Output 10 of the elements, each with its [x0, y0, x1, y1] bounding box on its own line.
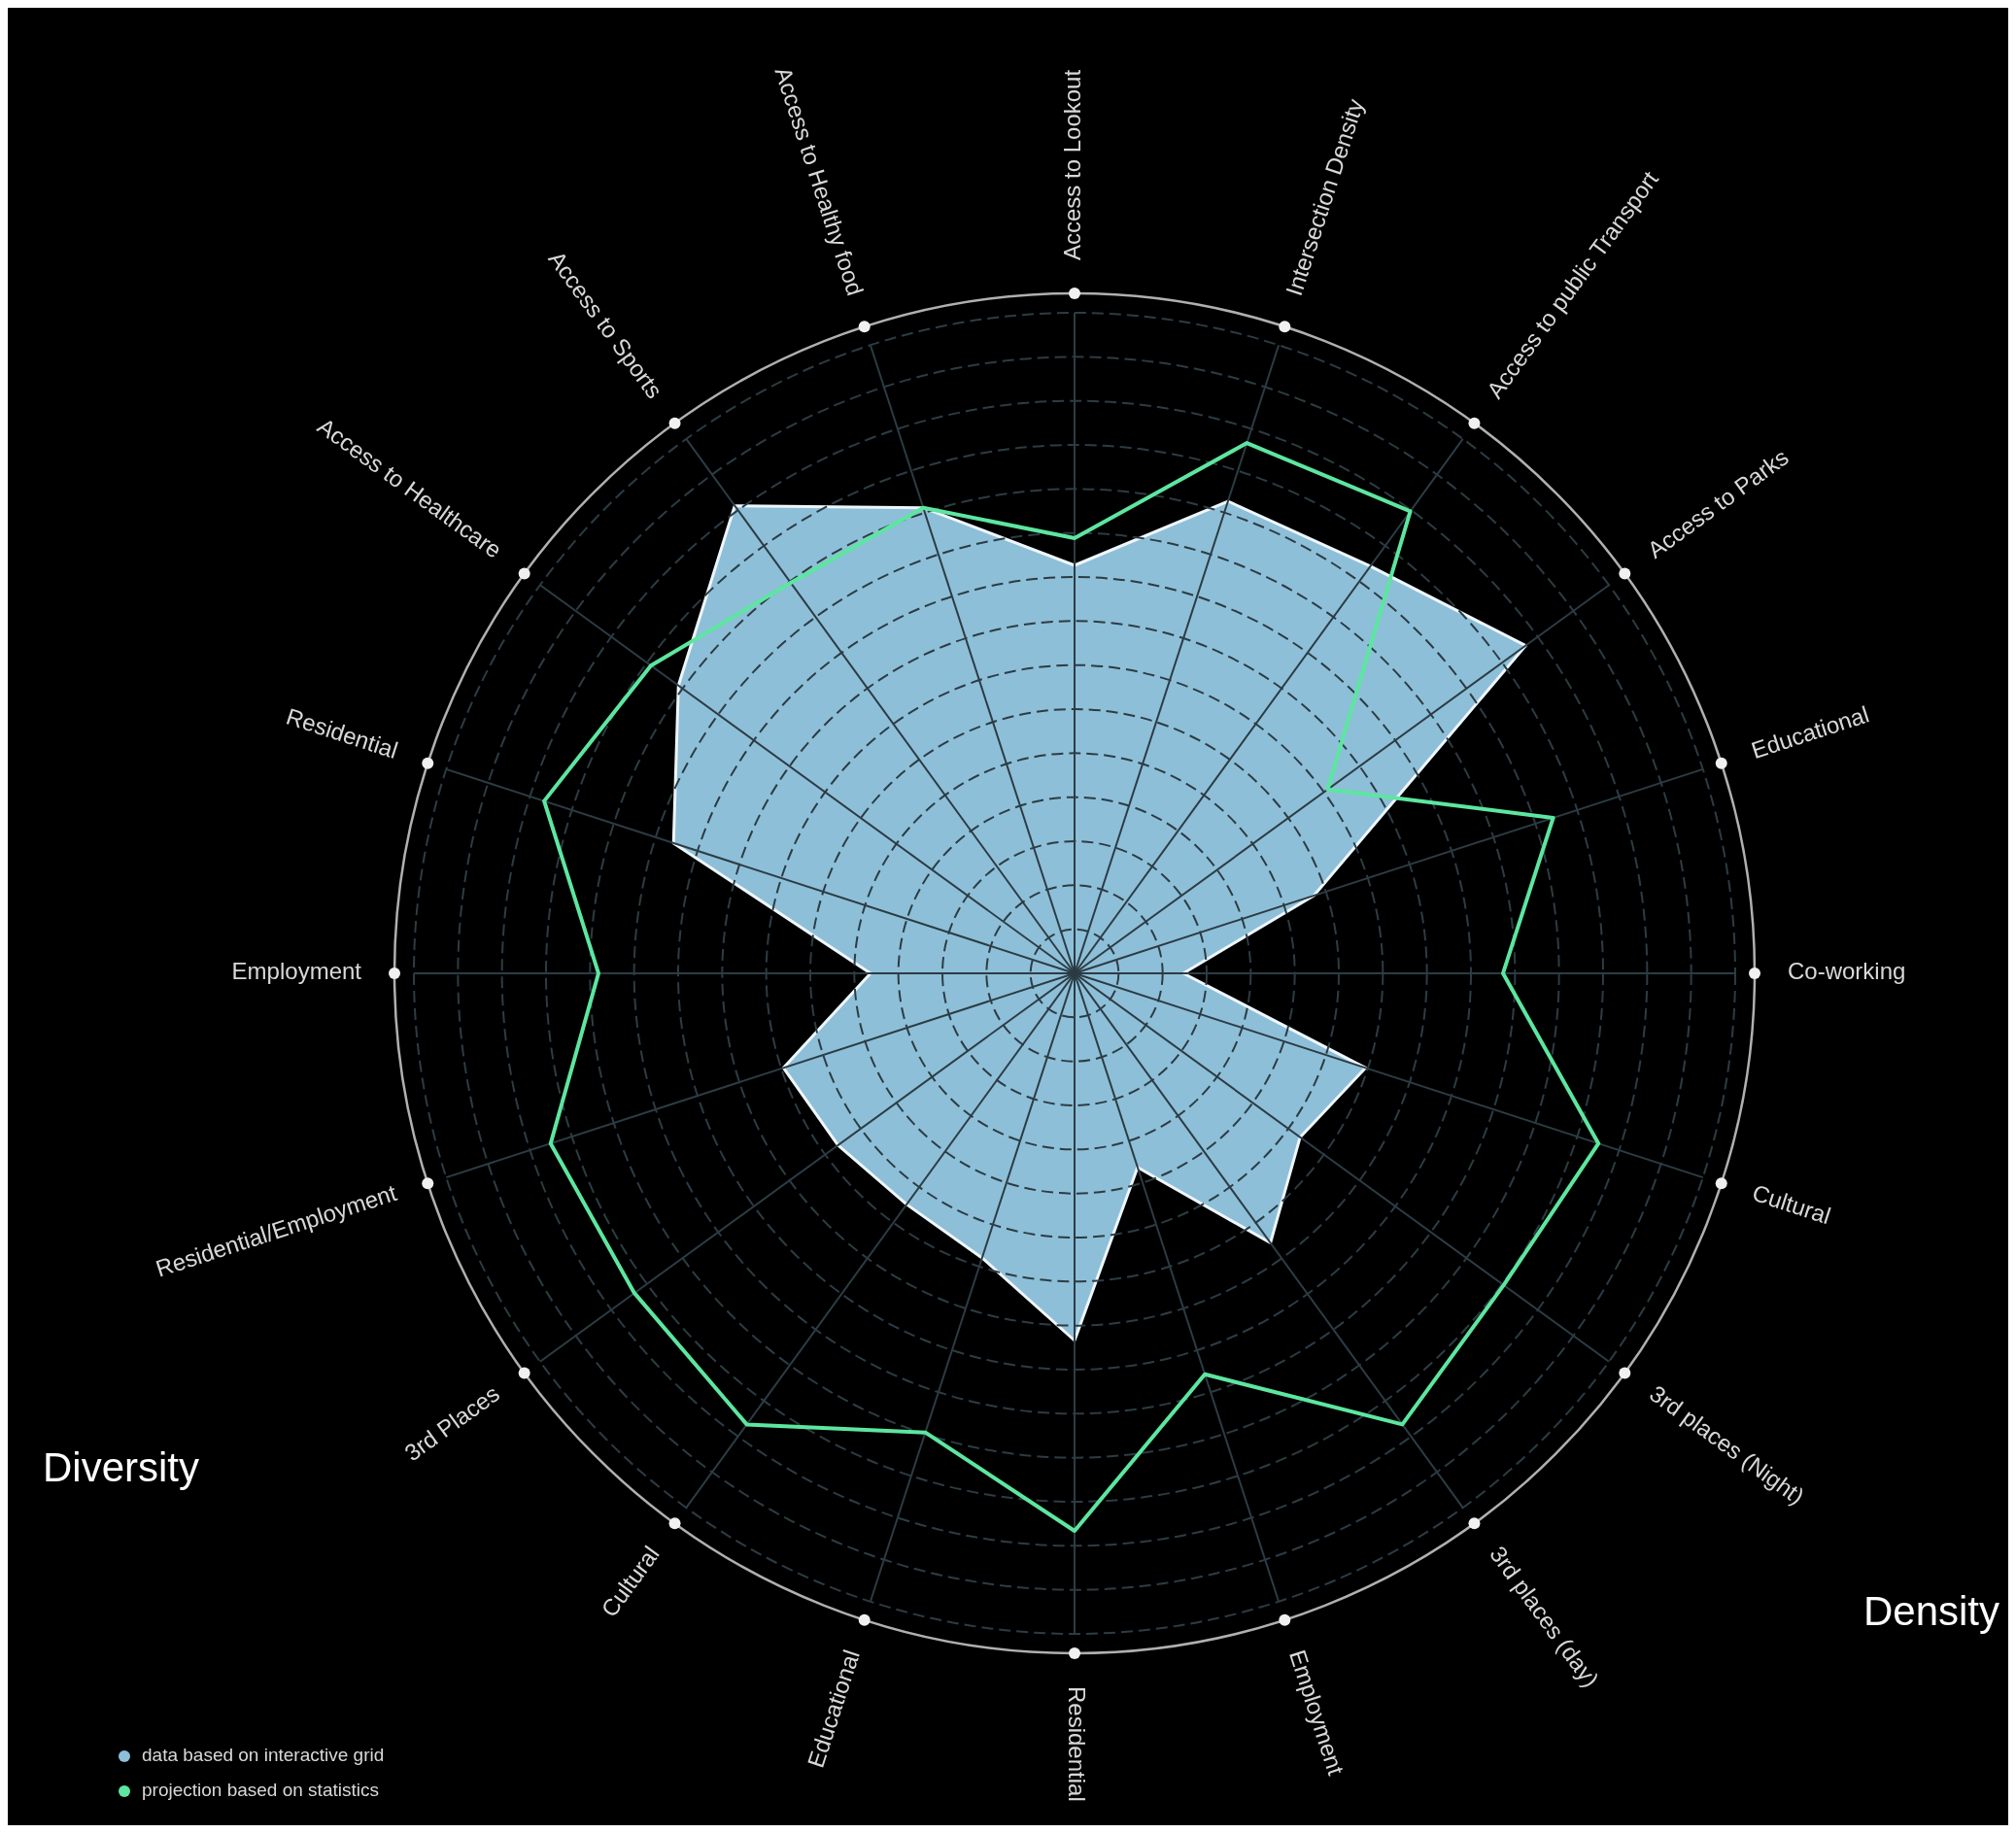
legend-label: projection based on statistics: [142, 1780, 379, 1801]
spoke-label: Cultural: [1749, 1178, 1834, 1230]
spoke-label: Residential: [1063, 1686, 1090, 1802]
text: Density: [1862, 1588, 1999, 1635]
legend-label: data based on interactive grid: [142, 1745, 385, 1766]
spoke-label: Access to Healthy food: [769, 63, 870, 299]
spoke-label: Employment: [231, 958, 362, 985]
text: Diversity: [43, 1444, 200, 1491]
spoke-label: Access to Lookout: [1059, 69, 1086, 260]
spoke-label: Co-working: [1788, 958, 1906, 985]
